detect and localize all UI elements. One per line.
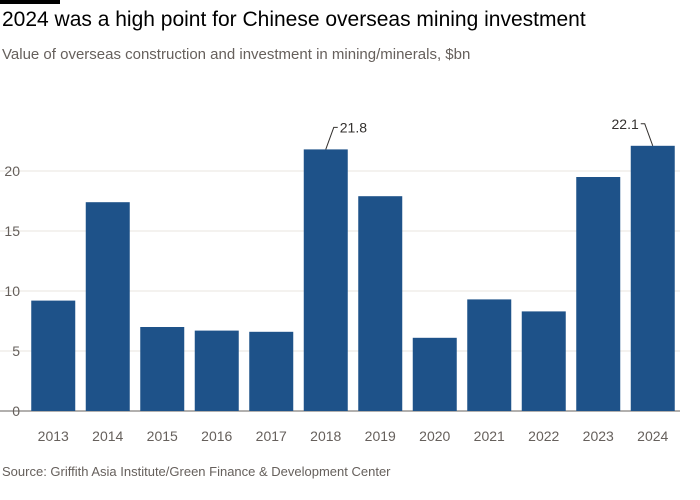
y-tick-label: 10: [4, 283, 20, 299]
x-tick-label: 2017: [256, 428, 287, 444]
bar-chart: 2013 2014 2015 2016 2017 2018 2019 2020 2021 2022…: [0, 116, 680, 444]
bar-2013: [31, 300, 76, 411]
x-tick-label: 2015: [147, 428, 178, 444]
bar-2022: [521, 311, 566, 411]
bars: [31, 145, 675, 412]
source-note: Source: Griffith Asia Institute/Green Fi…: [2, 464, 391, 479]
x-axis-labels: 2013 2014 2015 2016 2017 2018 2019 2020 2021 2022…: [38, 428, 669, 444]
annotations: 21.8 22.1: [325, 116, 654, 150]
x-tick-label: 2020: [419, 428, 450, 444]
x-tick-label: 2023: [583, 428, 614, 444]
bar-2020: [412, 337, 457, 411]
chart-title: 2024 was a high point for Chinese overse…: [2, 8, 586, 31]
x-tick-label: 2021: [474, 428, 505, 444]
chart-subtitle: Value of overseas construction and inves…: [2, 46, 471, 63]
bar-2021: [467, 299, 512, 411]
data-label-2024: 22.1: [612, 116, 639, 132]
x-tick-label: 2013: [38, 428, 69, 444]
bar-2016: [194, 330, 239, 411]
y-tick-label: 20: [4, 163, 20, 179]
bar-2014: [85, 202, 130, 411]
annotation-leader: [640, 123, 654, 146]
y-tick-label: 5: [12, 343, 20, 359]
bar-2024: [630, 145, 675, 412]
bar-2015: [140, 327, 185, 411]
x-tick-label: 2014: [92, 428, 123, 444]
x-tick-label: 2016: [201, 428, 232, 444]
bar-2017: [249, 331, 294, 411]
data-label-2018: 21.8: [340, 119, 367, 135]
bar-2023: [576, 177, 621, 411]
annotation-leader: [325, 126, 338, 150]
x-tick-label: 2018: [310, 428, 341, 444]
bar-2019: [358, 196, 403, 411]
y-axis-labels: 0 5 10 15 20: [4, 163, 20, 419]
x-tick-label: 2022: [528, 428, 559, 444]
header-accent-bar: [0, 0, 60, 4]
x-tick-label: 2024: [637, 428, 668, 444]
bar-2018: [303, 149, 348, 411]
y-tick-label: 15: [4, 223, 20, 239]
y-tick-label: 0: [12, 403, 20, 419]
x-tick-label: 2019: [365, 428, 396, 444]
